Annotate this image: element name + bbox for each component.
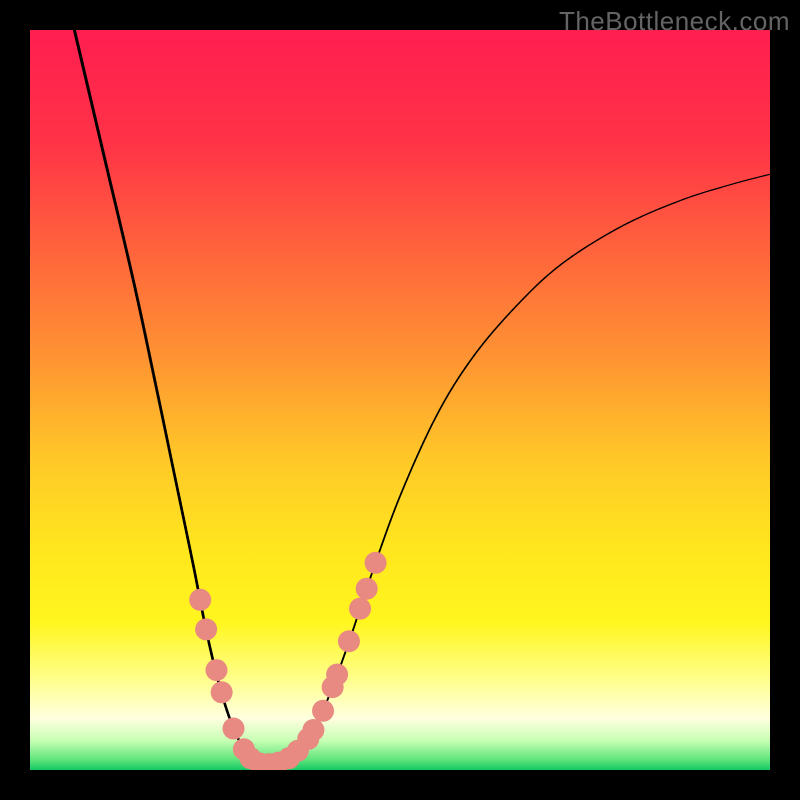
watermark-text: TheBottleneck.com — [559, 6, 790, 37]
gradient-background — [30, 30, 770, 770]
chart-frame: TheBottleneck.com — [0, 0, 800, 800]
bottleneck-chart — [0, 0, 800, 800]
